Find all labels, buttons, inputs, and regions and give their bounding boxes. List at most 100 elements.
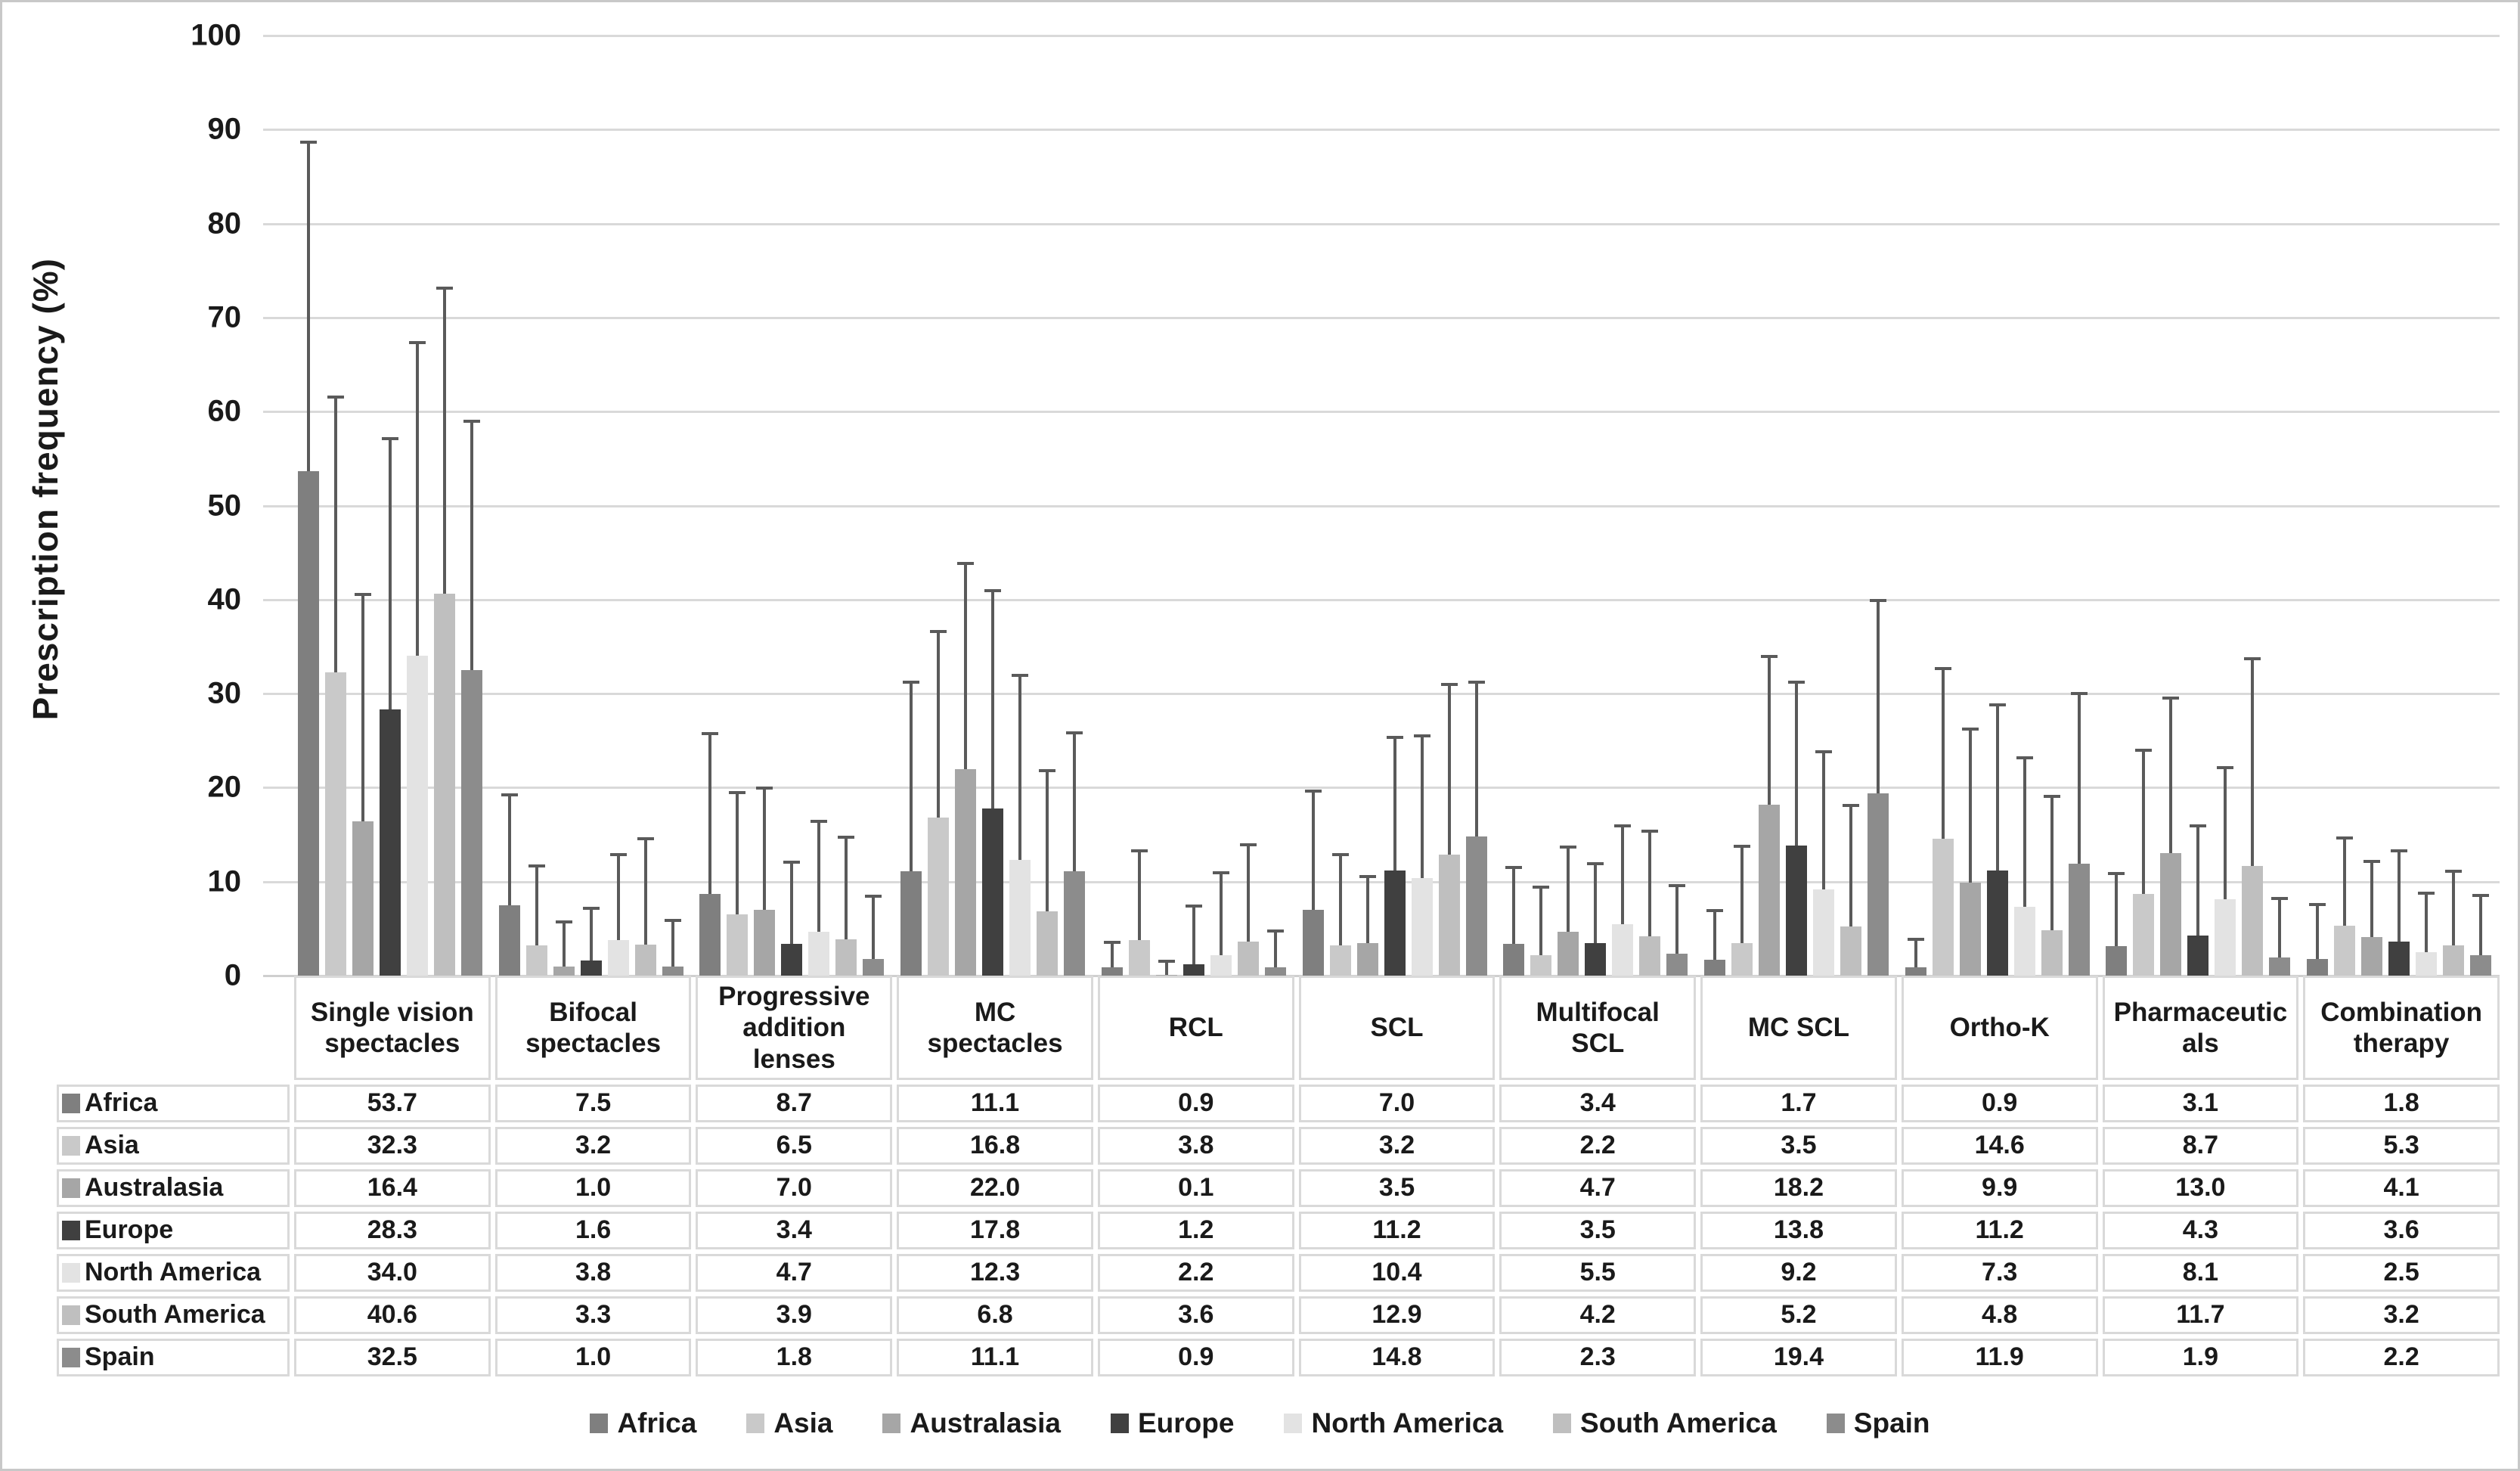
bar-slot <box>1465 36 1487 976</box>
error-bar-line <box>1311 789 1315 910</box>
bar <box>2041 930 2063 976</box>
bar <box>1639 936 1661 976</box>
error-bar-cap <box>1359 875 1376 878</box>
error-bar-cap <box>1266 929 1284 933</box>
error-bar-cap <box>1505 865 1523 869</box>
bar <box>1237 942 1259 976</box>
error-bar-cap <box>1788 680 1805 684</box>
value-cell: 3.2 <box>2303 1296 2500 1334</box>
error-bar-line <box>2077 691 2081 864</box>
value-cell: 8.7 <box>696 1084 893 1122</box>
legend-item: Spain <box>1826 1407 1930 1439</box>
legend-label: Europe <box>1137 1407 1235 1438</box>
value-cell: 13.8 <box>1700 1211 1897 1249</box>
value-cell: 3.4 <box>696 1211 893 1249</box>
legend-label: Australasia <box>910 1407 1061 1438</box>
error-bar-cap <box>1331 853 1349 857</box>
error-bar-line <box>562 920 566 967</box>
category-header-cell: SCL <box>1298 976 1496 1080</box>
bar-slot <box>2013 36 2035 976</box>
bar <box>1329 945 1351 976</box>
bar <box>2215 899 2236 976</box>
bar <box>2133 893 2155 976</box>
error-bar-cap <box>2135 749 2153 753</box>
error-bar-line <box>1219 871 1223 955</box>
value-cell: 6.5 <box>696 1126 893 1165</box>
error-bar-line <box>671 919 674 967</box>
value-cell: 14.8 <box>1298 1338 1496 1376</box>
bar-group <box>1897 36 2098 976</box>
bar-slot <box>1356 36 1378 976</box>
region-swatch <box>62 1093 80 1113</box>
value-cell: 9.2 <box>1700 1253 1897 1292</box>
bar-slot <box>607 36 629 976</box>
bar <box>1302 910 1324 976</box>
error-bar-cap <box>1815 749 1832 753</box>
bar <box>1210 954 1232 976</box>
gridline-60 <box>263 411 2500 414</box>
error-bar-line <box>2370 860 2374 938</box>
error-bar-line <box>442 286 446 594</box>
y-tick-label: 0 <box>224 958 241 992</box>
bar <box>2307 958 2329 976</box>
bar-slot <box>352 36 374 976</box>
table-corner-cell <box>57 976 290 1080</box>
error-bar-line <box>589 907 593 961</box>
error-bar-cap <box>729 791 746 795</box>
bar-slot <box>1411 36 1433 976</box>
bar <box>662 966 683 976</box>
error-bar-line <box>2224 765 2227 900</box>
bar <box>324 672 346 976</box>
legend-item: North America <box>1284 1407 1503 1439</box>
error-bar-line <box>817 819 821 932</box>
error-bar-line <box>1995 703 1999 870</box>
error-bar-line <box>1073 731 1077 872</box>
error-bar-line <box>2343 836 2347 926</box>
bar-groups <box>290 36 2500 976</box>
value-cell: 3.5 <box>1499 1211 1697 1249</box>
error-bar-line <box>1877 598 1880 793</box>
bar-slot <box>928 36 950 976</box>
value-cell: 2.2 <box>1097 1253 1294 1292</box>
category-header-cell: Multifocal SCL <box>1499 976 1697 1080</box>
region-label: Africa <box>85 1088 158 1118</box>
error-bar-cap <box>1440 683 1458 687</box>
error-bar-cap <box>664 919 681 923</box>
error-bar-cap <box>1669 884 1686 888</box>
bar <box>433 594 455 976</box>
bar-slot <box>955 36 977 976</box>
category-header-cell: Progressive addition lenses <box>696 976 893 1080</box>
bar-slot <box>2269 36 2291 976</box>
error-bar-line <box>1849 803 1852 927</box>
value-cell: 4.3 <box>2102 1211 2299 1249</box>
bar <box>2443 945 2465 976</box>
bar-slot <box>498 36 520 976</box>
value-cell: 3.2 <box>1298 1126 1496 1165</box>
category-header-cell: Ortho-K <box>1901 976 2098 1080</box>
error-bar-cap <box>2070 691 2088 695</box>
value-cell: 1.9 <box>2102 1338 2299 1376</box>
bar <box>1183 964 1204 976</box>
error-bar-line <box>964 562 968 769</box>
error-bar-line <box>2479 893 2483 955</box>
value-cell: 22.0 <box>897 1168 1093 1207</box>
bar <box>352 821 374 976</box>
error-bar-line <box>2398 849 2401 942</box>
value-cell: 3.5 <box>1700 1126 1897 1165</box>
error-bar-line <box>845 835 848 939</box>
bar <box>553 966 575 976</box>
bar-group <box>1495 36 1696 976</box>
y-axis-tick-labels: 100 90 80 70 60 50 40 30 20 10 0 <box>2 19 241 992</box>
error-bar-cap <box>1468 680 1485 684</box>
bar-slot <box>1639 36 1661 976</box>
bar <box>1786 846 1807 976</box>
bar-slot <box>1704 36 1725 976</box>
legend-item: Asia <box>746 1407 832 1439</box>
bar <box>1731 942 1753 976</box>
bar-slot <box>2133 36 2155 976</box>
value-cell: 1.7 <box>1700 1084 1897 1122</box>
bar <box>1009 860 1031 976</box>
region-swatch <box>62 1305 80 1325</box>
category-header-cell: MC SCL <box>1700 976 1897 1080</box>
region-label: Asia <box>85 1131 139 1160</box>
